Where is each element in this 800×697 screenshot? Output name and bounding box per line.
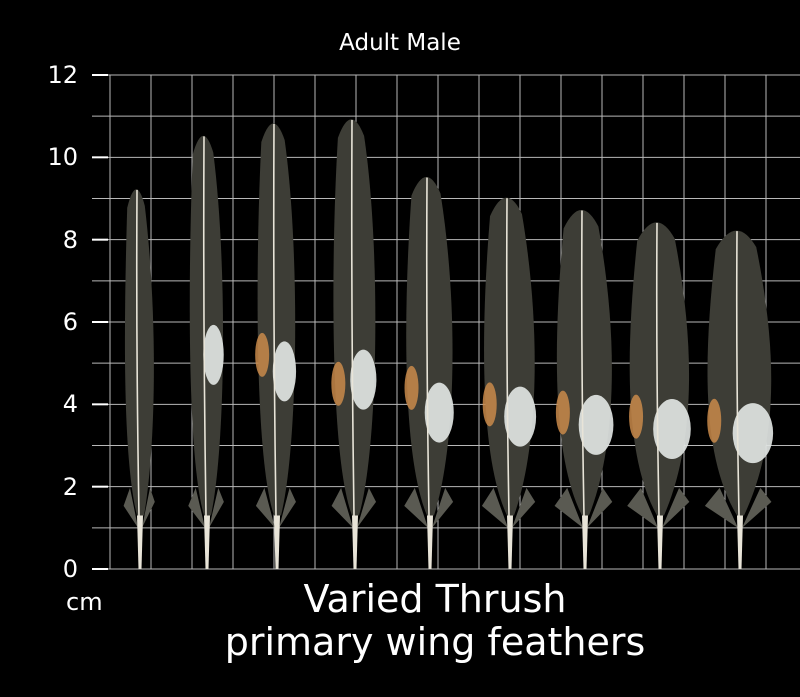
feather-down [627, 487, 690, 528]
feather-5 [404, 177, 454, 570]
feather-down [331, 487, 377, 528]
feather-rachis [580, 210, 586, 570]
feather-vane [124, 189, 154, 516]
feather-4 [331, 119, 377, 570]
feather-quill [582, 515, 588, 569]
feather-down [123, 487, 155, 528]
feather-8 [627, 222, 691, 570]
orange-patch [331, 361, 346, 406]
feather-rachis [735, 231, 741, 570]
orange-patch [255, 332, 270, 377]
feather-vane [333, 119, 376, 516]
feather-rachis [425, 177, 431, 570]
feather-down [554, 487, 613, 528]
feather-down [704, 487, 772, 528]
feather-down [404, 487, 454, 528]
feathers [123, 119, 774, 570]
feather-3 [255, 123, 297, 570]
feather-vane [629, 222, 690, 516]
feather-down [188, 487, 224, 528]
feather-vane [406, 177, 453, 516]
feather-vane [189, 135, 224, 516]
feather-vane [556, 209, 612, 516]
feather-quill [657, 515, 663, 569]
white-patch [578, 394, 614, 455]
feather-7 [554, 209, 614, 570]
orange-patch [404, 365, 419, 410]
title-line-2: primary wing feathers [224, 620, 646, 664]
white-patch [732, 403, 774, 464]
feather-rachis [135, 189, 141, 570]
feather-rachis [505, 198, 511, 570]
white-patch [203, 324, 224, 385]
white-patch [272, 341, 297, 402]
y-tick-label: 0 [62, 555, 78, 583]
feather-down [481, 487, 536, 528]
feather-quill [507, 515, 513, 569]
feather-rachis [272, 124, 278, 570]
feather-down [255, 487, 296, 528]
orange-patch [482, 382, 497, 427]
feather-quill [427, 515, 433, 569]
orange-patch [707, 398, 722, 443]
orange-patch [555, 390, 570, 435]
y-tick-label: 10 [47, 143, 78, 172]
feather-quill [352, 515, 358, 569]
feather-quill [737, 515, 743, 569]
feather-rachis [202, 136, 208, 570]
feather-quill [137, 515, 143, 569]
white-patch [350, 349, 377, 410]
feather-rachis [655, 222, 661, 570]
feather-quill [274, 515, 280, 569]
feather-rachis [350, 119, 356, 570]
feather-1 [123, 189, 155, 570]
feather-quill [204, 515, 210, 569]
white-patch [653, 399, 691, 460]
feather-6 [481, 197, 537, 570]
subtitle: Adult Male [339, 30, 461, 56]
y-tick-label: 2 [62, 472, 78, 501]
y-tick-label: 6 [62, 308, 78, 336]
y-tick-label: 12 [47, 61, 78, 89]
y-tick-label: 4 [62, 390, 78, 419]
title-line-1: Varied Thrush [303, 577, 567, 621]
feather-vane [484, 197, 535, 516]
unit-label: cm [66, 588, 103, 616]
orange-patch [629, 394, 644, 439]
feather-vane [707, 230, 772, 516]
white-patch [424, 382, 454, 443]
white-patch [504, 386, 537, 447]
y-tick-label: 8 [62, 225, 78, 254]
feather-vane [257, 123, 296, 516]
feather-9 [704, 230, 774, 570]
feather-2 [188, 135, 224, 570]
